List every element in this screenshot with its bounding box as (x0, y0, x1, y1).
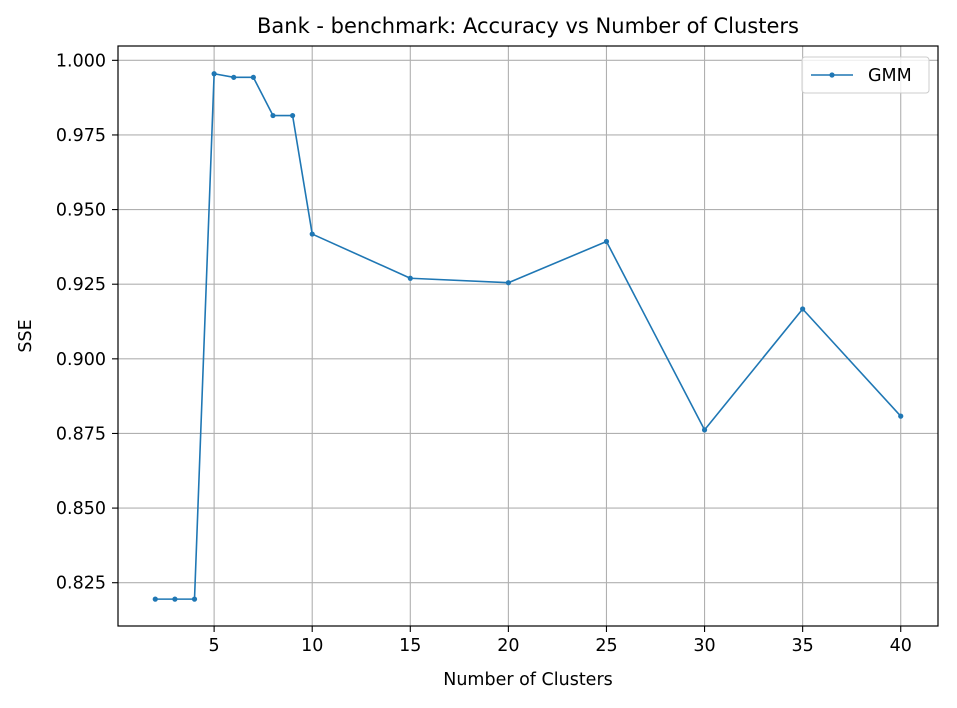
x-tick-label: 30 (693, 636, 715, 656)
y-tick-label: 0.950 (56, 201, 106, 221)
x-tick-label: 35 (792, 636, 814, 656)
data-point (231, 74, 237, 80)
data-point (270, 112, 276, 119)
y-tick-label: 0.900 (56, 350, 106, 370)
legend: GMM (801, 56, 930, 94)
y-tick-label: 0.825 (56, 574, 106, 594)
x-axis-label: Number of Clusters (443, 670, 613, 690)
y-tick-label: 0.925 (56, 275, 106, 295)
x-tick-label: 40 (890, 636, 912, 656)
y-axis-ticks: 0.825 0.850 0.875 0.900 0.925 0.950 0.975 1.000 (56, 51, 118, 594)
data-point (289, 112, 296, 119)
y-axis-label: SSE (16, 319, 36, 352)
x-axis-ticks: 5 10 15 20 25 30 35 40 (209, 626, 912, 656)
data-point (505, 280, 511, 286)
legend-label-gmm: GMM (868, 66, 912, 86)
data-point (152, 596, 158, 602)
chart-title: Bank - benchmark: Accuracy vs Number of … (257, 14, 799, 38)
data-point (407, 275, 413, 281)
data-point (603, 238, 610, 245)
x-tick-label: 25 (595, 636, 617, 656)
x-tick-label: 10 (301, 636, 323, 656)
legend-box (801, 56, 930, 94)
x-tick-label: 5 (209, 636, 220, 656)
data-point (701, 427, 708, 433)
y-tick-label: 0.875 (56, 424, 106, 444)
data-point (800, 306, 806, 312)
data-point (191, 596, 198, 602)
legend-marker-gmm (829, 72, 835, 78)
data-point (898, 413, 904, 419)
y-tick-label: 0.850 (56, 499, 106, 519)
data-point (172, 596, 178, 602)
x-tick-label: 20 (497, 636, 519, 656)
data-point (309, 231, 315, 237)
x-tick-label: 15 (399, 636, 421, 656)
data-point (211, 71, 217, 77)
data-point (250, 74, 256, 80)
series-layer (152, 71, 904, 602)
grid-lines (118, 46, 938, 626)
y-tick-label: 1.000 (56, 51, 106, 71)
plot-frame (117, 45, 939, 627)
y-tick-label: 0.975 (56, 126, 106, 146)
